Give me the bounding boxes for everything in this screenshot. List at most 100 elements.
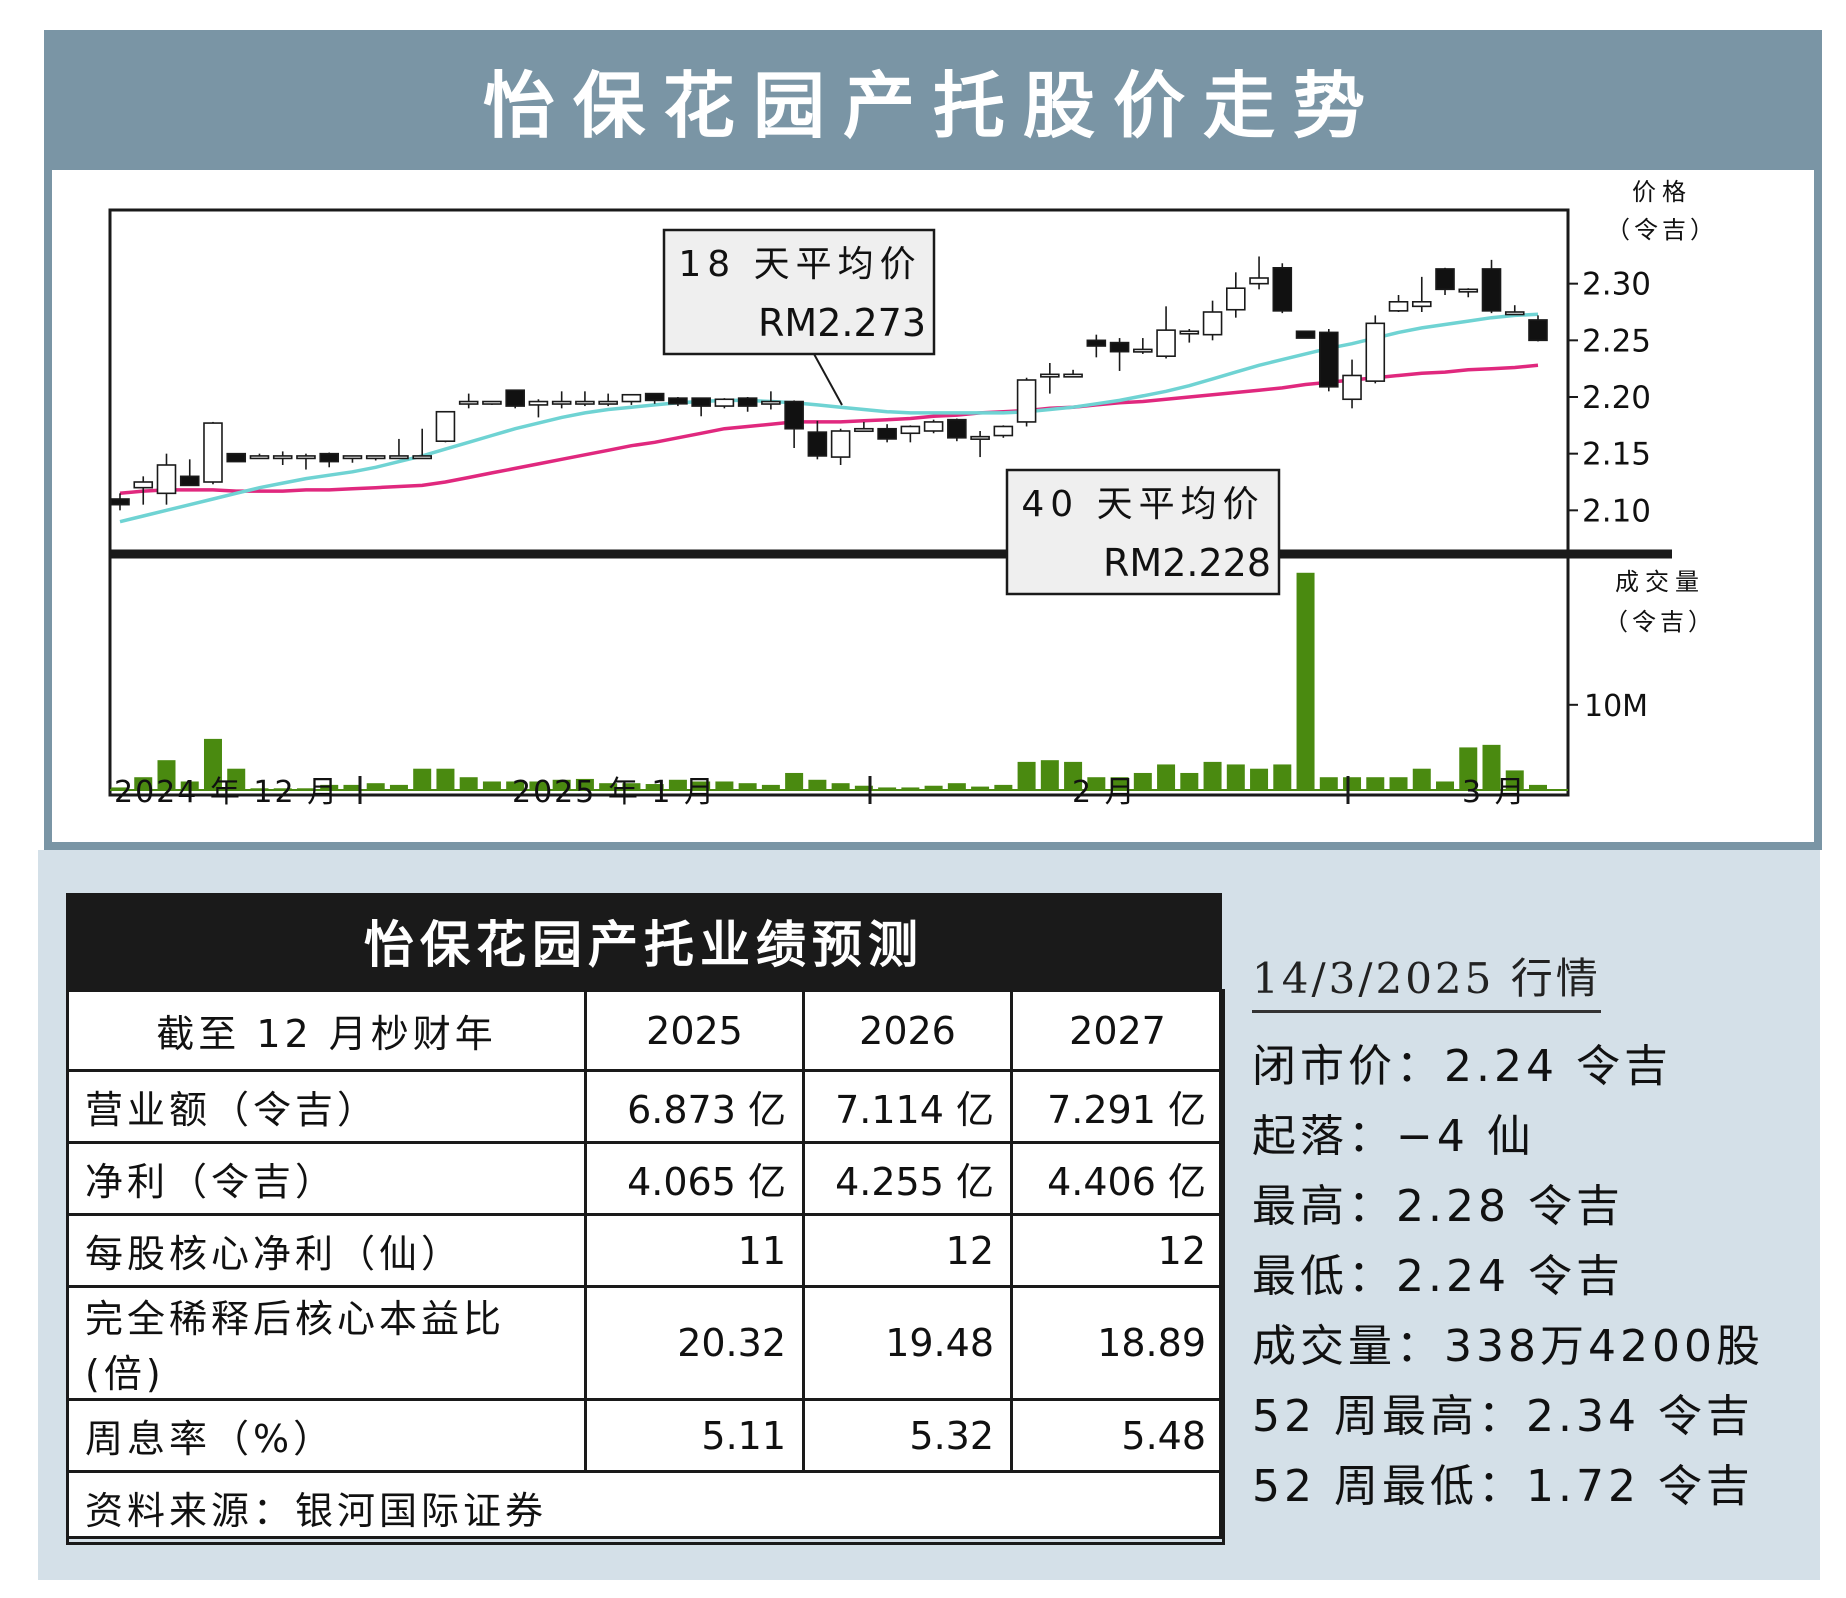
candle — [900, 425, 921, 443]
candle — [1063, 369, 1083, 378]
volume-bar — [1040, 760, 1059, 790]
header-2027: 2027 — [1010, 989, 1225, 1072]
candle — [1249, 256, 1269, 290]
volume-bar — [808, 779, 827, 790]
candle — [761, 391, 781, 410]
candle — [1528, 315, 1548, 342]
candle — [156, 453, 177, 505]
candle — [621, 393, 642, 405]
volume-bar — [785, 772, 804, 790]
price-axis-title-line2: （令吉） — [1606, 216, 1718, 244]
header-fiscal-year: 截至 12 月杪财年 — [66, 989, 587, 1072]
candle-body — [923, 421, 944, 432]
ma18-callout-pointer — [813, 353, 843, 406]
volume-bar — [482, 781, 501, 790]
volume-bar — [761, 784, 780, 790]
x-label-dec-2024: 2024 年 12 月 — [114, 775, 339, 810]
plot-border — [108, 208, 1570, 797]
volume-bar — [1343, 777, 1362, 790]
chart-title-bar: 怡保花园产托股价走势 — [44, 30, 1822, 168]
candle-body — [761, 400, 781, 405]
candle-body — [668, 397, 688, 405]
volume-bar — [1017, 761, 1036, 790]
candle-body — [226, 452, 247, 463]
cell-value: 19.48 — [802, 1285, 1013, 1401]
candle-body — [691, 397, 711, 407]
volume-bar — [111, 787, 129, 790]
candle — [644, 392, 665, 404]
price-tick-label: 2.15 — [1582, 437, 1651, 473]
forecast-title-bar: 怡保花园产托业绩预测 — [66, 893, 1222, 989]
price-axis-title-line1: 价格 — [1632, 178, 1692, 206]
volume-bar — [506, 781, 525, 790]
volume-bar — [296, 788, 315, 790]
candle — [668, 397, 688, 407]
price-chart: 2.30 2.25 2.20 2.15 2.10 10M 价格 （令吉） 成交量 （令吉… — [108, 178, 1718, 810]
candle — [505, 389, 525, 409]
candle — [1458, 288, 1479, 298]
candle — [1086, 334, 1107, 358]
cell-value: 5.11 — [584, 1398, 805, 1473]
quote-high: 最高：2.28 令吉 — [1252, 1181, 1624, 1232]
volume-bar — [1389, 777, 1408, 790]
volume-axis-title-line1: 成交量 — [1615, 568, 1705, 596]
candle — [435, 410, 456, 443]
volume-bar — [134, 777, 153, 790]
candle-body — [1481, 268, 1502, 312]
candle-body — [644, 392, 665, 402]
candle — [714, 398, 735, 409]
table-row: 周息率（%） 5.11 5.32 5.48 — [66, 1398, 1225, 1473]
volume-bar — [1505, 770, 1524, 790]
candle-body — [1342, 374, 1362, 401]
volume-axis: 10M — [1568, 689, 1648, 724]
header-2025: 2025 — [584, 989, 805, 1072]
ma18-callout: 18 天平均价 RM2.273 — [662, 228, 936, 406]
candle — [365, 455, 386, 461]
volume-bar — [668, 779, 687, 790]
volume-bar — [645, 784, 664, 790]
volume-tick-label: 10M — [1584, 689, 1648, 724]
volume-bar — [971, 786, 990, 790]
volume-bar — [1110, 777, 1129, 790]
candle — [947, 418, 967, 442]
volume-bar — [738, 783, 757, 790]
candle — [598, 393, 618, 407]
candle — [1202, 300, 1223, 341]
candle — [226, 452, 247, 463]
candle — [110, 493, 130, 511]
cell-value: 5.48 — [1010, 1398, 1225, 1473]
candle-body — [458, 400, 479, 405]
volume-bar — [413, 768, 432, 790]
volume-bar — [599, 783, 618, 790]
volume-bar — [1203, 761, 1222, 790]
cell-value: 5.32 — [802, 1398, 1013, 1473]
ma40-callout-value: RM2.228 — [1103, 541, 1271, 585]
candle — [1365, 315, 1386, 384]
candle-body — [272, 455, 293, 460]
candle-body — [1411, 301, 1432, 308]
candle — [1318, 329, 1339, 392]
candle-body — [598, 400, 618, 405]
candle — [1109, 338, 1130, 371]
cell-value: 4.255 亿 — [802, 1141, 1013, 1216]
price-tick-label: 2.30 — [1582, 267, 1651, 303]
candle — [923, 419, 944, 434]
ma40-line — [119, 363, 1539, 496]
volume-bar — [1157, 764, 1176, 790]
candle — [389, 438, 409, 460]
candle-body — [528, 400, 549, 406]
volume-bar — [901, 787, 920, 790]
candle — [1040, 363, 1060, 394]
candle — [1411, 276, 1432, 312]
candle-body — [1272, 267, 1293, 312]
candle — [179, 459, 200, 487]
cell-value: 18.89 — [1010, 1285, 1225, 1401]
candle-body — [1435, 268, 1455, 291]
quote-52w-high: 52 周最高：2.34 令吉 — [1252, 1391, 1754, 1442]
cell-value: 12 — [802, 1213, 1013, 1288]
chart-frame — [108, 208, 1672, 797]
candle — [528, 399, 549, 418]
candle-body — [110, 498, 130, 506]
candle-body — [1226, 287, 1246, 311]
candle — [784, 400, 804, 448]
